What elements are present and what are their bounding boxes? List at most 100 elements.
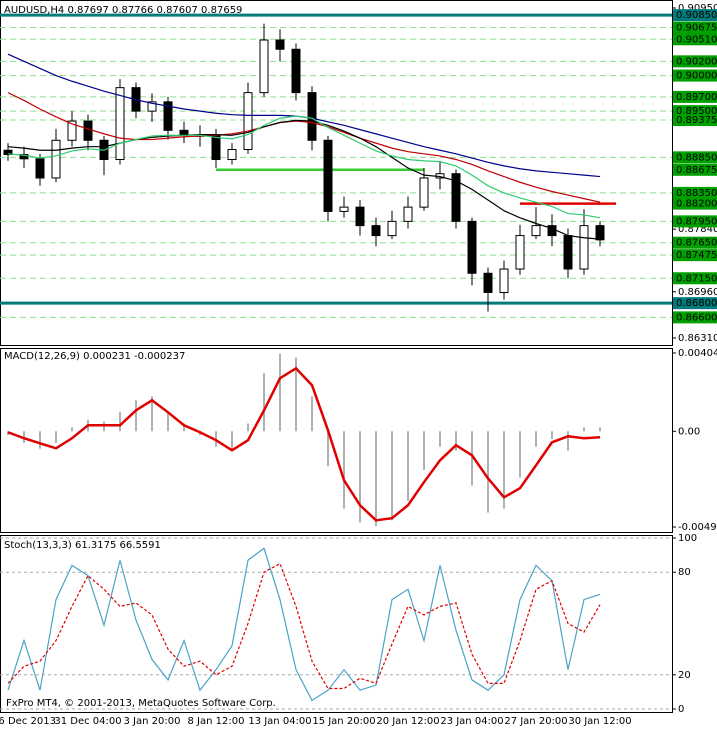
candle-body xyxy=(499,268,509,293)
macd-bar xyxy=(71,427,73,432)
y-tick-label: 0.86310 xyxy=(678,333,717,344)
level-label-box xyxy=(673,215,717,228)
stoch-frame xyxy=(0,535,673,713)
level-label-box xyxy=(673,236,717,249)
x-tick-label: 13 Jan 04:00 xyxy=(248,716,311,727)
candle-body xyxy=(115,87,125,160)
y-tick-label: 0.86960 xyxy=(678,287,717,298)
x-tick-label: 26 Dec 2013 xyxy=(0,716,56,727)
macd-bar xyxy=(343,431,345,509)
signal-line xyxy=(7,366,601,522)
macd-frame xyxy=(0,348,673,533)
candle-body xyxy=(483,272,493,293)
macd-bar xyxy=(247,423,249,432)
x-tick-label: 20 Jan 12:00 xyxy=(376,716,439,727)
stoch-line xyxy=(7,562,601,690)
y-tick-label: 80 xyxy=(678,567,691,578)
candle-body xyxy=(67,120,77,141)
macd-bar xyxy=(471,431,473,486)
candle-body xyxy=(211,134,221,160)
macd-bar xyxy=(263,373,265,432)
level-label-box xyxy=(673,272,717,285)
level-label-box xyxy=(673,69,717,82)
macd-bar xyxy=(407,431,409,501)
candle-body xyxy=(595,225,605,241)
y-tick-label: -0.004945 xyxy=(678,522,717,533)
candle-body xyxy=(515,235,525,270)
macd-bar xyxy=(583,427,585,432)
copyright: FxPro MT4, © 2001-2013, MetaQuotes Softw… xyxy=(6,698,276,709)
candle-body xyxy=(323,139,333,212)
y-tick-label: 100 xyxy=(678,533,697,544)
candle-body xyxy=(339,206,349,212)
level-label: 0.87650 xyxy=(676,238,717,249)
macd-bar xyxy=(535,431,537,447)
candle-body xyxy=(563,235,573,270)
level-label-box xyxy=(673,249,717,262)
macd-bar xyxy=(39,431,41,449)
moving-average xyxy=(7,115,601,219)
x-tick-label: 23 Jan 04:00 xyxy=(440,716,503,727)
candle-body xyxy=(51,139,61,179)
y-tick-label: 0 xyxy=(678,704,684,715)
candle-body xyxy=(531,225,541,237)
level-label-box xyxy=(673,33,717,46)
macd-bar xyxy=(327,431,329,467)
level-label-box xyxy=(673,151,717,164)
level-label-box xyxy=(673,186,717,199)
level-label: 0.89500 xyxy=(676,106,717,117)
level-label-box xyxy=(673,55,717,68)
level-label: 0.88200 xyxy=(676,199,717,210)
macd-bar xyxy=(55,431,57,443)
macd-bar xyxy=(391,431,393,521)
candle-body xyxy=(147,101,157,112)
macd-bar xyxy=(439,431,441,447)
y-tick-label: 0.00 xyxy=(678,426,700,437)
candle-body xyxy=(83,120,93,141)
macd-bar xyxy=(135,400,137,432)
panel-title: MACD(12,26,9) 0.000231 -0.000237 xyxy=(4,351,185,362)
candle-body xyxy=(35,158,45,179)
macd-bar xyxy=(551,431,553,440)
candle-body xyxy=(259,39,269,94)
level-label: 0.90200 xyxy=(676,56,717,67)
macd-bar xyxy=(151,396,153,432)
x-tick-label: 27 Jan 20:00 xyxy=(504,716,567,727)
macd-bar xyxy=(183,423,185,432)
level-label: 0.87950 xyxy=(676,216,717,227)
x-tick-label: 15 Jan 20:00 xyxy=(312,716,375,727)
level-label-box xyxy=(673,197,717,210)
level-label: 0.90675 xyxy=(676,23,717,34)
candle-body xyxy=(243,92,253,151)
moving-average xyxy=(7,92,601,203)
macd-bar xyxy=(487,431,489,513)
macd-bar xyxy=(231,431,233,451)
candle-body xyxy=(291,48,301,94)
panel-frames xyxy=(0,0,673,713)
y-tick-label: 20 xyxy=(678,670,691,681)
candle-body xyxy=(467,220,477,274)
macd-bar xyxy=(359,431,361,523)
panel-title: AUDUSD,H4 0.87697 0.87766 0.87607 0.8765… xyxy=(4,5,242,16)
candle-body xyxy=(227,149,237,160)
macd-bar xyxy=(599,427,601,432)
macd-bar xyxy=(423,431,425,470)
level-label: 0.87150 xyxy=(676,273,717,284)
level-label-box xyxy=(673,163,717,176)
candle-body xyxy=(451,173,461,222)
level-label: 0.86800 xyxy=(676,298,717,309)
macd-bar xyxy=(567,431,569,451)
level-label: 0.89700 xyxy=(676,92,717,103)
macd-bar xyxy=(279,353,281,432)
level-label: 0.90000 xyxy=(676,71,717,82)
y-tick-label: 0.004044 xyxy=(678,348,717,359)
stoch-line xyxy=(7,547,601,702)
level-label-box xyxy=(673,21,717,34)
macd-bar xyxy=(455,431,457,451)
level-label: 0.88350 xyxy=(676,188,717,199)
level-label: 0.87475 xyxy=(676,250,717,261)
candle-body xyxy=(403,206,413,222)
macd-bar xyxy=(295,357,297,432)
